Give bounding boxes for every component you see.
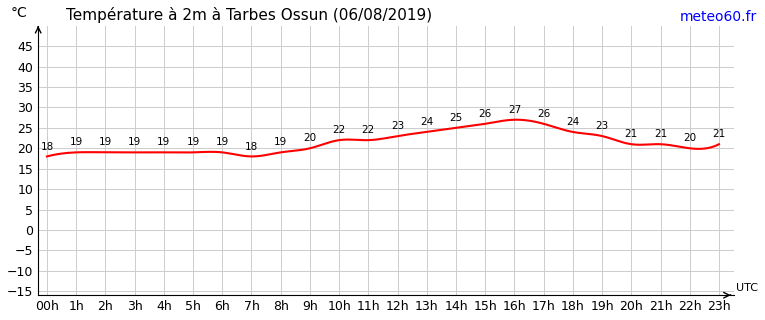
Text: °C: °C <box>11 6 27 20</box>
Text: 21: 21 <box>625 129 638 139</box>
Text: 19: 19 <box>274 138 288 148</box>
Text: 23: 23 <box>595 121 609 131</box>
Text: 19: 19 <box>99 138 112 148</box>
Text: 20: 20 <box>304 133 317 143</box>
Text: 22: 22 <box>333 125 346 135</box>
Text: Température à 2m à Tarbes Ossun (06/08/2019): Température à 2m à Tarbes Ossun (06/08/2… <box>66 7 432 23</box>
Text: 18: 18 <box>245 141 258 152</box>
Text: 19: 19 <box>157 138 171 148</box>
Text: 26: 26 <box>479 109 492 119</box>
Text: 19: 19 <box>216 138 229 148</box>
Text: 18: 18 <box>41 141 54 152</box>
Text: 21: 21 <box>712 129 725 139</box>
Text: 26: 26 <box>537 109 550 119</box>
Text: 25: 25 <box>449 113 463 123</box>
Text: 27: 27 <box>508 105 521 115</box>
Text: meteo60.fr: meteo60.fr <box>680 10 757 24</box>
Text: 19: 19 <box>187 138 200 148</box>
Text: 23: 23 <box>391 121 404 131</box>
Text: 22: 22 <box>362 125 375 135</box>
Text: UTC: UTC <box>737 283 758 293</box>
Text: 24: 24 <box>566 117 580 127</box>
Text: 19: 19 <box>70 138 83 148</box>
Text: 24: 24 <box>420 117 434 127</box>
Text: 21: 21 <box>654 129 667 139</box>
Text: 19: 19 <box>128 138 142 148</box>
Text: 20: 20 <box>683 133 696 143</box>
